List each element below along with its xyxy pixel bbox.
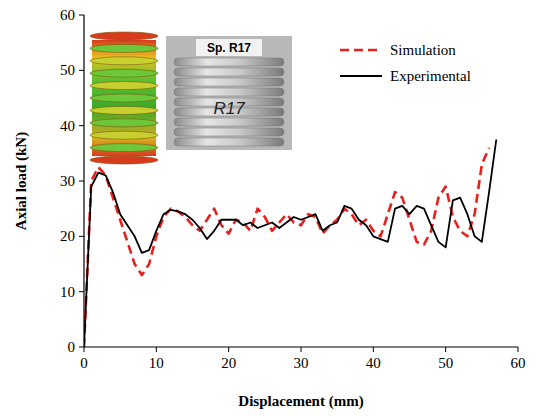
model-fold <box>90 44 158 52</box>
legend-swatch <box>340 75 382 77</box>
y-tick <box>79 125 84 126</box>
plot-area <box>84 140 496 348</box>
photo-fold <box>174 118 284 126</box>
x-tick-label: 0 <box>80 355 88 371</box>
legend-label: Simulation <box>390 42 456 58</box>
legend: Simulation Experimental <box>340 42 471 84</box>
x-tick-label: 50 <box>438 355 453 371</box>
photo-fold <box>174 128 284 136</box>
model-fold <box>90 156 158 164</box>
chart: 0 10 20 30 40 50 60 0 10 20 30 40 50 60 Displacement (… <box>0 0 536 416</box>
photo-fold <box>174 78 284 86</box>
model-fold <box>90 119 158 127</box>
model-fold <box>90 144 158 152</box>
y-tick <box>79 70 84 71</box>
photo-fold <box>174 68 284 76</box>
x-tick-label: 60 <box>511 355 526 371</box>
y-tick-label: 0 <box>68 339 76 355</box>
legend-swatch <box>340 49 382 52</box>
x-tick-label: 10 <box>149 355 164 371</box>
x-tick <box>156 347 157 352</box>
y-axis-title: Axial load (kN) <box>13 132 30 230</box>
y-tick <box>79 236 84 237</box>
y-tick-label: 30 <box>60 173 75 189</box>
model-fold <box>90 32 158 40</box>
x-tick-label: 20 <box>221 355 236 371</box>
model-fold <box>90 106 158 114</box>
model-fold <box>90 131 158 139</box>
photo-label-patch <box>196 39 262 56</box>
y-tick <box>79 181 84 182</box>
x-tick <box>84 347 85 352</box>
x-tick <box>373 347 374 352</box>
model-fold <box>90 69 158 77</box>
x-tick <box>445 347 446 352</box>
model-fold <box>90 94 158 102</box>
photo-fold <box>174 138 284 146</box>
y-tick-label: 10 <box>60 284 75 300</box>
x-tick <box>301 347 302 352</box>
series-line <box>84 140 496 348</box>
simulation-inset <box>90 32 158 164</box>
y-tick <box>79 291 84 292</box>
y-tick <box>79 15 84 16</box>
photo-handwriting: R17 <box>213 99 245 118</box>
legend-label: Experimental <box>390 68 471 84</box>
photo-inset: Sp. R17 R17 <box>166 36 292 150</box>
x-tick-label: 40 <box>366 355 381 371</box>
x-tick-label: 30 <box>294 355 309 371</box>
model-fold <box>90 57 158 65</box>
x-tick <box>228 347 229 352</box>
y-tick <box>79 347 84 348</box>
y-tick-label: 20 <box>60 228 75 244</box>
x-axis-title: Displacement (mm) <box>238 393 363 410</box>
y-tick-label: 60 <box>60 7 75 23</box>
y-tick-label: 50 <box>60 62 75 78</box>
x-tick <box>518 347 519 352</box>
photo-label: Sp. R17 <box>207 41 251 55</box>
y-tick-label: 40 <box>60 118 75 134</box>
photo-frame <box>166 36 292 150</box>
model-fold <box>90 82 158 90</box>
series-line <box>84 148 489 347</box>
photo-fold <box>174 88 284 96</box>
photo-fold <box>174 58 284 66</box>
